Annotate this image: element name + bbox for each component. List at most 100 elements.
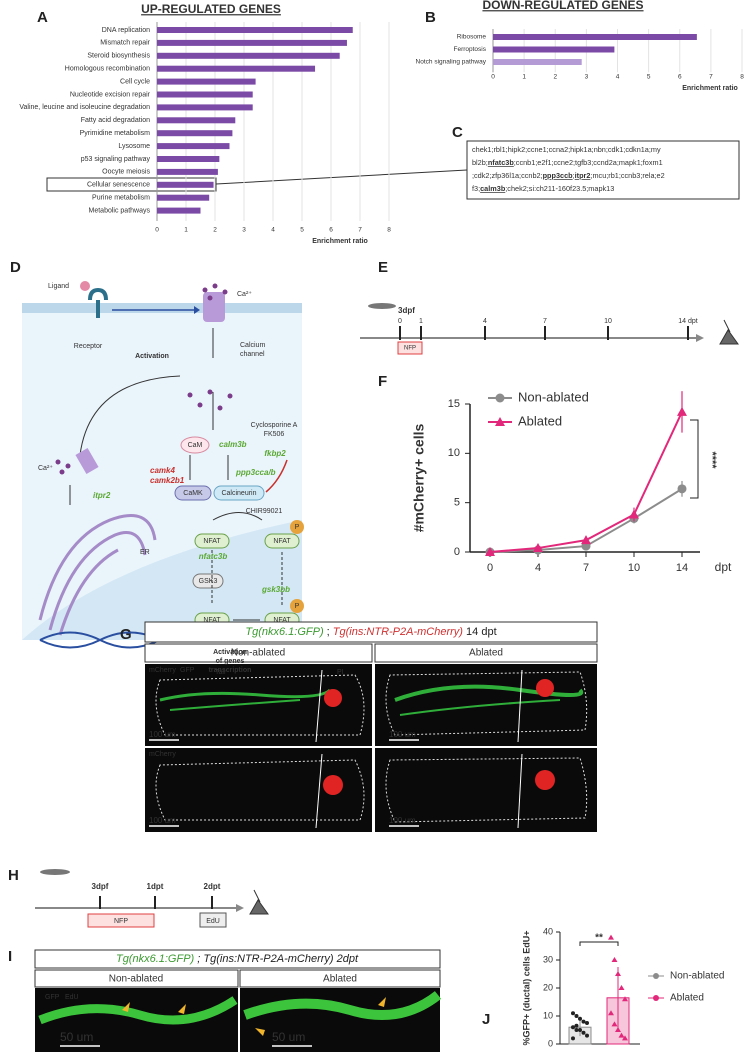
- category-label: DNA replication: [102, 27, 150, 34]
- panel-i-frame: [34, 949, 442, 1052]
- x-tick-label: 5: [300, 227, 304, 234]
- bar: [157, 130, 233, 137]
- y-tick-label: 5: [454, 497, 460, 509]
- gene-text: ;mcu;rb1;ccnb3;rela;e2: [590, 171, 664, 180]
- significance-bracket: [690, 419, 699, 499]
- timeline-label: 1: [419, 318, 423, 325]
- timeline-label: 7: [543, 318, 547, 325]
- bar: [157, 168, 218, 175]
- x-tick-label: 4: [616, 74, 620, 81]
- ion-dot: [55, 459, 61, 465]
- panel-title: Tg(nkx6.1:GFP) ; Tg(ins:NTR-P2A-mCherry)…: [116, 953, 359, 965]
- gene-label: nfatc3b: [199, 552, 228, 561]
- category-label: Lysosome: [118, 143, 150, 150]
- ion-dot: [65, 463, 71, 469]
- data-point: [611, 1021, 618, 1027]
- gene-text: f3;: [472, 184, 480, 193]
- bar: [157, 52, 340, 59]
- data-point: [571, 1011, 575, 1016]
- data-point: [578, 1016, 582, 1021]
- bar: [157, 207, 201, 214]
- region-label: PI: [337, 669, 344, 676]
- category-label: Nucleotide excision repair: [70, 91, 151, 98]
- bar: [493, 34, 697, 40]
- category-label: Notch signaling pathway: [416, 59, 487, 66]
- title-part: Tg(nkx6.1:GFP): [116, 953, 195, 965]
- gene-text: calm3b: [480, 184, 506, 193]
- channel-label: mCherry: [149, 751, 176, 758]
- timeline-e: [360, 303, 739, 355]
- data-point: [574, 1023, 579, 1028]
- category-label: Ferroptosis: [453, 46, 486, 53]
- gene-text: itpr2: [575, 171, 591, 180]
- annotation: **: [595, 933, 603, 944]
- phospho-label: P: [295, 603, 300, 610]
- category-label: Cell cycle: [120, 78, 150, 85]
- gene-label: gsk3bb: [261, 585, 290, 594]
- category-label: Ribosome: [457, 34, 487, 41]
- gene-text: ppp3ccb: [543, 171, 574, 180]
- stage-label: 3dpf: [398, 306, 415, 315]
- panel-g-frame: [144, 621, 598, 832]
- y-tick-label: 10: [543, 1010, 553, 1020]
- category-label: Fatty acid degradation: [81, 117, 150, 124]
- ion-dot: [217, 405, 223, 411]
- gene-list-line: chek1;rbl1;hipk2;ccne1;ccna2;hipk1a;nbn;…: [472, 145, 661, 154]
- bar: [493, 59, 582, 65]
- x-tick-label: 14: [676, 562, 688, 574]
- gene-label: itpr2: [93, 491, 111, 500]
- x-tick-label: 2: [213, 227, 217, 234]
- series-line: [489, 411, 683, 553]
- ion-dot: [207, 295, 213, 301]
- panel-label: C: [452, 124, 463, 141]
- gene-label: ppp3cca/b: [235, 468, 276, 477]
- pathway-diagram: [22, 285, 304, 649]
- bar: [157, 27, 353, 33]
- panel-title: Tg(nkx6.1:GFP) ; Tg(ins:NTR-P2A-mCherry)…: [245, 626, 496, 638]
- bar: [157, 104, 253, 111]
- legend-marker: [495, 417, 505, 426]
- x-tick-label: 2: [553, 74, 557, 81]
- x-tick-label: 0: [491, 74, 495, 81]
- gene-text: ;: [573, 171, 575, 180]
- drug-label: FK506: [264, 431, 285, 438]
- channel-label: channel: [240, 351, 265, 358]
- data-point: [618, 985, 625, 990]
- y-axis-label: %GFP+ (ductal) cells EdU+: [521, 930, 531, 1045]
- title-part: 14 dpt: [463, 626, 497, 638]
- bar: [157, 181, 214, 188]
- channel-label: Calcium: [240, 342, 265, 349]
- gene-text: ;ccnb1;e2f1;ccne2;tgfb3;ccnd2a;mapk1;fox…: [514, 158, 663, 167]
- y-tick-label: 20: [543, 982, 553, 992]
- data-point: [615, 971, 621, 976]
- x-tick-label: 1: [184, 227, 188, 234]
- category-label: Metabolic pathways: [89, 207, 151, 214]
- gene-list-line: ;cdk2;zfp36l1a;ccnb2;ppp3ccb;itpr2;mcu;r…: [472, 171, 665, 180]
- data-point: [618, 1032, 625, 1038]
- gene-text: nfatc3b: [488, 158, 514, 167]
- ion-dot: [197, 402, 203, 408]
- drug-label: CHIR99021: [246, 508, 283, 515]
- legend-marker: [653, 995, 659, 1001]
- panel-label: H: [8, 867, 19, 884]
- bar: [157, 39, 347, 46]
- timeline-h: [35, 869, 269, 928]
- transcription-label: transcription: [209, 667, 252, 674]
- annotation: ****: [706, 451, 718, 469]
- bar: [157, 91, 253, 98]
- y-tick-label: 0: [548, 1038, 553, 1048]
- data-point: [574, 1028, 579, 1032]
- ligand-label: Ligand: [48, 283, 69, 290]
- title-part: ; Tg(ins:NTR-P2A-mCherry) 2dpt: [194, 953, 359, 965]
- data-point: [581, 535, 591, 545]
- ion-dot: [202, 287, 208, 293]
- timeline-label: 14 dpt: [678, 318, 698, 325]
- column-header: Ablated: [323, 974, 357, 985]
- scale-bar-label: 50 um: [272, 1030, 305, 1044]
- panel-label: F: [378, 373, 387, 390]
- channel-label: EdU: [65, 994, 79, 1001]
- x-tick-label: 3: [585, 74, 589, 81]
- bar: [493, 46, 615, 53]
- y-tick-label: 15: [448, 398, 460, 410]
- category-label: Cellular senescence: [87, 182, 150, 189]
